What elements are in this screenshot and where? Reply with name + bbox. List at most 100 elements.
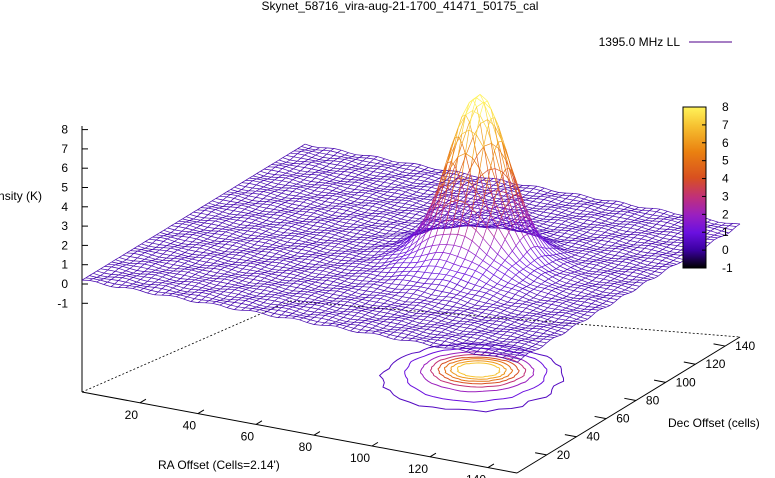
surface-segment: [189, 229, 194, 233]
surface-segment: [528, 348, 536, 351]
surface-segment: [395, 255, 404, 259]
surface-segment: [489, 313, 497, 317]
surface-segment: [526, 286, 534, 290]
surface-segment: [183, 271, 189, 276]
surface-segment: [232, 237, 237, 241]
surface-segment: [284, 200, 289, 203]
surface-segment: [350, 201, 355, 204]
surface-segment: [416, 195, 421, 199]
surface-segment: [598, 207, 606, 211]
surface-segment: [290, 257, 298, 259]
surface-segment: [470, 312, 479, 317]
surface-segment: [518, 326, 526, 329]
surface-segment: [387, 306, 395, 308]
surface-segment: [326, 150, 331, 155]
surface-segment: [424, 173, 432, 177]
surface-segment: [471, 261, 480, 266]
surface-segment: [515, 245, 524, 257]
surface-segment: [129, 285, 137, 288]
surface-segment: [253, 253, 258, 257]
surface-segment: [427, 316, 435, 319]
surface-segment: [629, 262, 637, 266]
surface-segment: [513, 345, 522, 348]
surface-segment: [582, 239, 591, 242]
surface-segment: [297, 256, 302, 259]
surface-segment: [126, 262, 131, 266]
surface-segment: [276, 227, 281, 232]
surface-segment: [312, 234, 317, 238]
surface-segment: [481, 208, 489, 212]
surface-segment: [148, 236, 153, 240]
surface-segment: [188, 254, 193, 257]
surface-segment: [544, 272, 553, 278]
surface-segment: [301, 150, 309, 154]
surface-segment: [637, 247, 645, 249]
surface-segment: [252, 178, 257, 182]
surface-segment: [373, 278, 381, 281]
surface-segment: [143, 288, 152, 291]
surface-segment: [496, 194, 504, 197]
surface-segment: [347, 191, 352, 195]
surface-segment: [303, 293, 312, 296]
surface-segment: [163, 245, 168, 249]
surface-segment: [263, 186, 271, 190]
surface-segment: [636, 264, 644, 268]
surface-segment: [528, 209, 537, 212]
surface-segment: [336, 285, 345, 288]
surface-segment: [369, 190, 377, 193]
surface-segment: [404, 226, 412, 230]
surface-segment: [580, 194, 588, 198]
surface-segment: [602, 205, 610, 208]
surface-segment: [166, 238, 175, 242]
surface-segment: [434, 317, 442, 322]
surface-segment: [644, 235, 653, 239]
surface-segment: [390, 196, 399, 198]
surface-segment: [252, 180, 261, 183]
surface-segment: [205, 293, 210, 298]
surface-segment: [361, 195, 370, 198]
surface-segment: [478, 315, 486, 318]
surface-segment: [309, 212, 315, 217]
surface-segment: [247, 242, 255, 246]
surface-segment: [213, 262, 222, 265]
surface-segment: [412, 187, 421, 190]
surface-segment: [256, 285, 261, 290]
surface-segment: [346, 214, 351, 218]
surface-segment: [457, 171, 465, 174]
surface-segment: [319, 261, 327, 265]
surface-wireframe: [81, 94, 741, 363]
surface-segment: [495, 355, 503, 359]
surface-segment: [483, 143, 492, 147]
surface-segment: [152, 254, 160, 258]
surface-segment: [240, 224, 248, 226]
surface-segment: [500, 186, 508, 189]
surface-segment: [203, 220, 208, 224]
surface-segment: [319, 266, 327, 269]
surface-segment: [353, 212, 362, 215]
surface-segment: [441, 325, 449, 328]
surface-segment: [342, 218, 351, 221]
surface-segment: [226, 189, 231, 193]
surface-segment: [282, 258, 287, 261]
surface-segment: [504, 239, 513, 252]
surface-segment: [215, 195, 220, 199]
surface-segment: [199, 242, 208, 245]
surface-segment: [707, 226, 715, 229]
surface-segment: [582, 245, 590, 248]
surface-segment: [594, 221, 602, 224]
surface-segment: [362, 299, 370, 302]
surface-segment: [248, 204, 253, 208]
surface-segment: [369, 158, 375, 163]
surface-segment: [397, 220, 405, 223]
surface-segment: [373, 271, 382, 273]
surface-segment: [259, 180, 264, 183]
surface-segment: [211, 215, 216, 219]
surface-segment: [336, 185, 341, 189]
surface-segment: [332, 195, 340, 198]
surface-segment: [559, 265, 568, 270]
surface-segment: [320, 212, 325, 216]
surface-segment: [349, 249, 357, 252]
surface-segment: [576, 196, 585, 200]
surface-segment: [151, 252, 156, 256]
surface-segment: [212, 298, 220, 301]
